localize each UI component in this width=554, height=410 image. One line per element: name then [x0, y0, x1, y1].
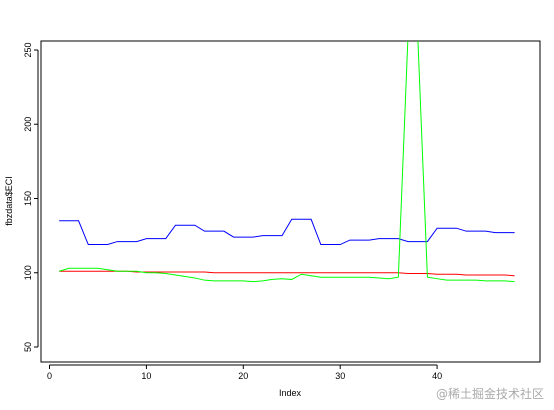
x-tick-label: 10 [141, 371, 151, 381]
watermark-text: @稀土掘金技术社区 [435, 387, 544, 401]
y-axis-label: fbzdata$ECI [4, 176, 14, 226]
plot-frame [40, 40, 541, 363]
series-line-1 [59, 218, 515, 246]
axes: 0 10 20 30 40 50 100 150 200 250 [23, 42, 442, 381]
y-tick-label: 50 [23, 342, 33, 352]
x-axis-label: Index [279, 388, 302, 398]
series-line-3 [59, 41, 515, 283]
y-tick-label: 200 [23, 117, 33, 132]
y-tick-label: 250 [23, 42, 33, 57]
x-tick-label: 40 [432, 371, 442, 381]
y-tick-label: 150 [23, 191, 33, 206]
x-tick-label: 20 [238, 371, 248, 381]
series-lines [59, 41, 515, 283]
y-tick-label: 100 [23, 265, 33, 280]
x-tick-label: 0 [47, 371, 52, 381]
x-tick-label: 30 [335, 371, 345, 381]
series-line-2 [59, 270, 515, 277]
